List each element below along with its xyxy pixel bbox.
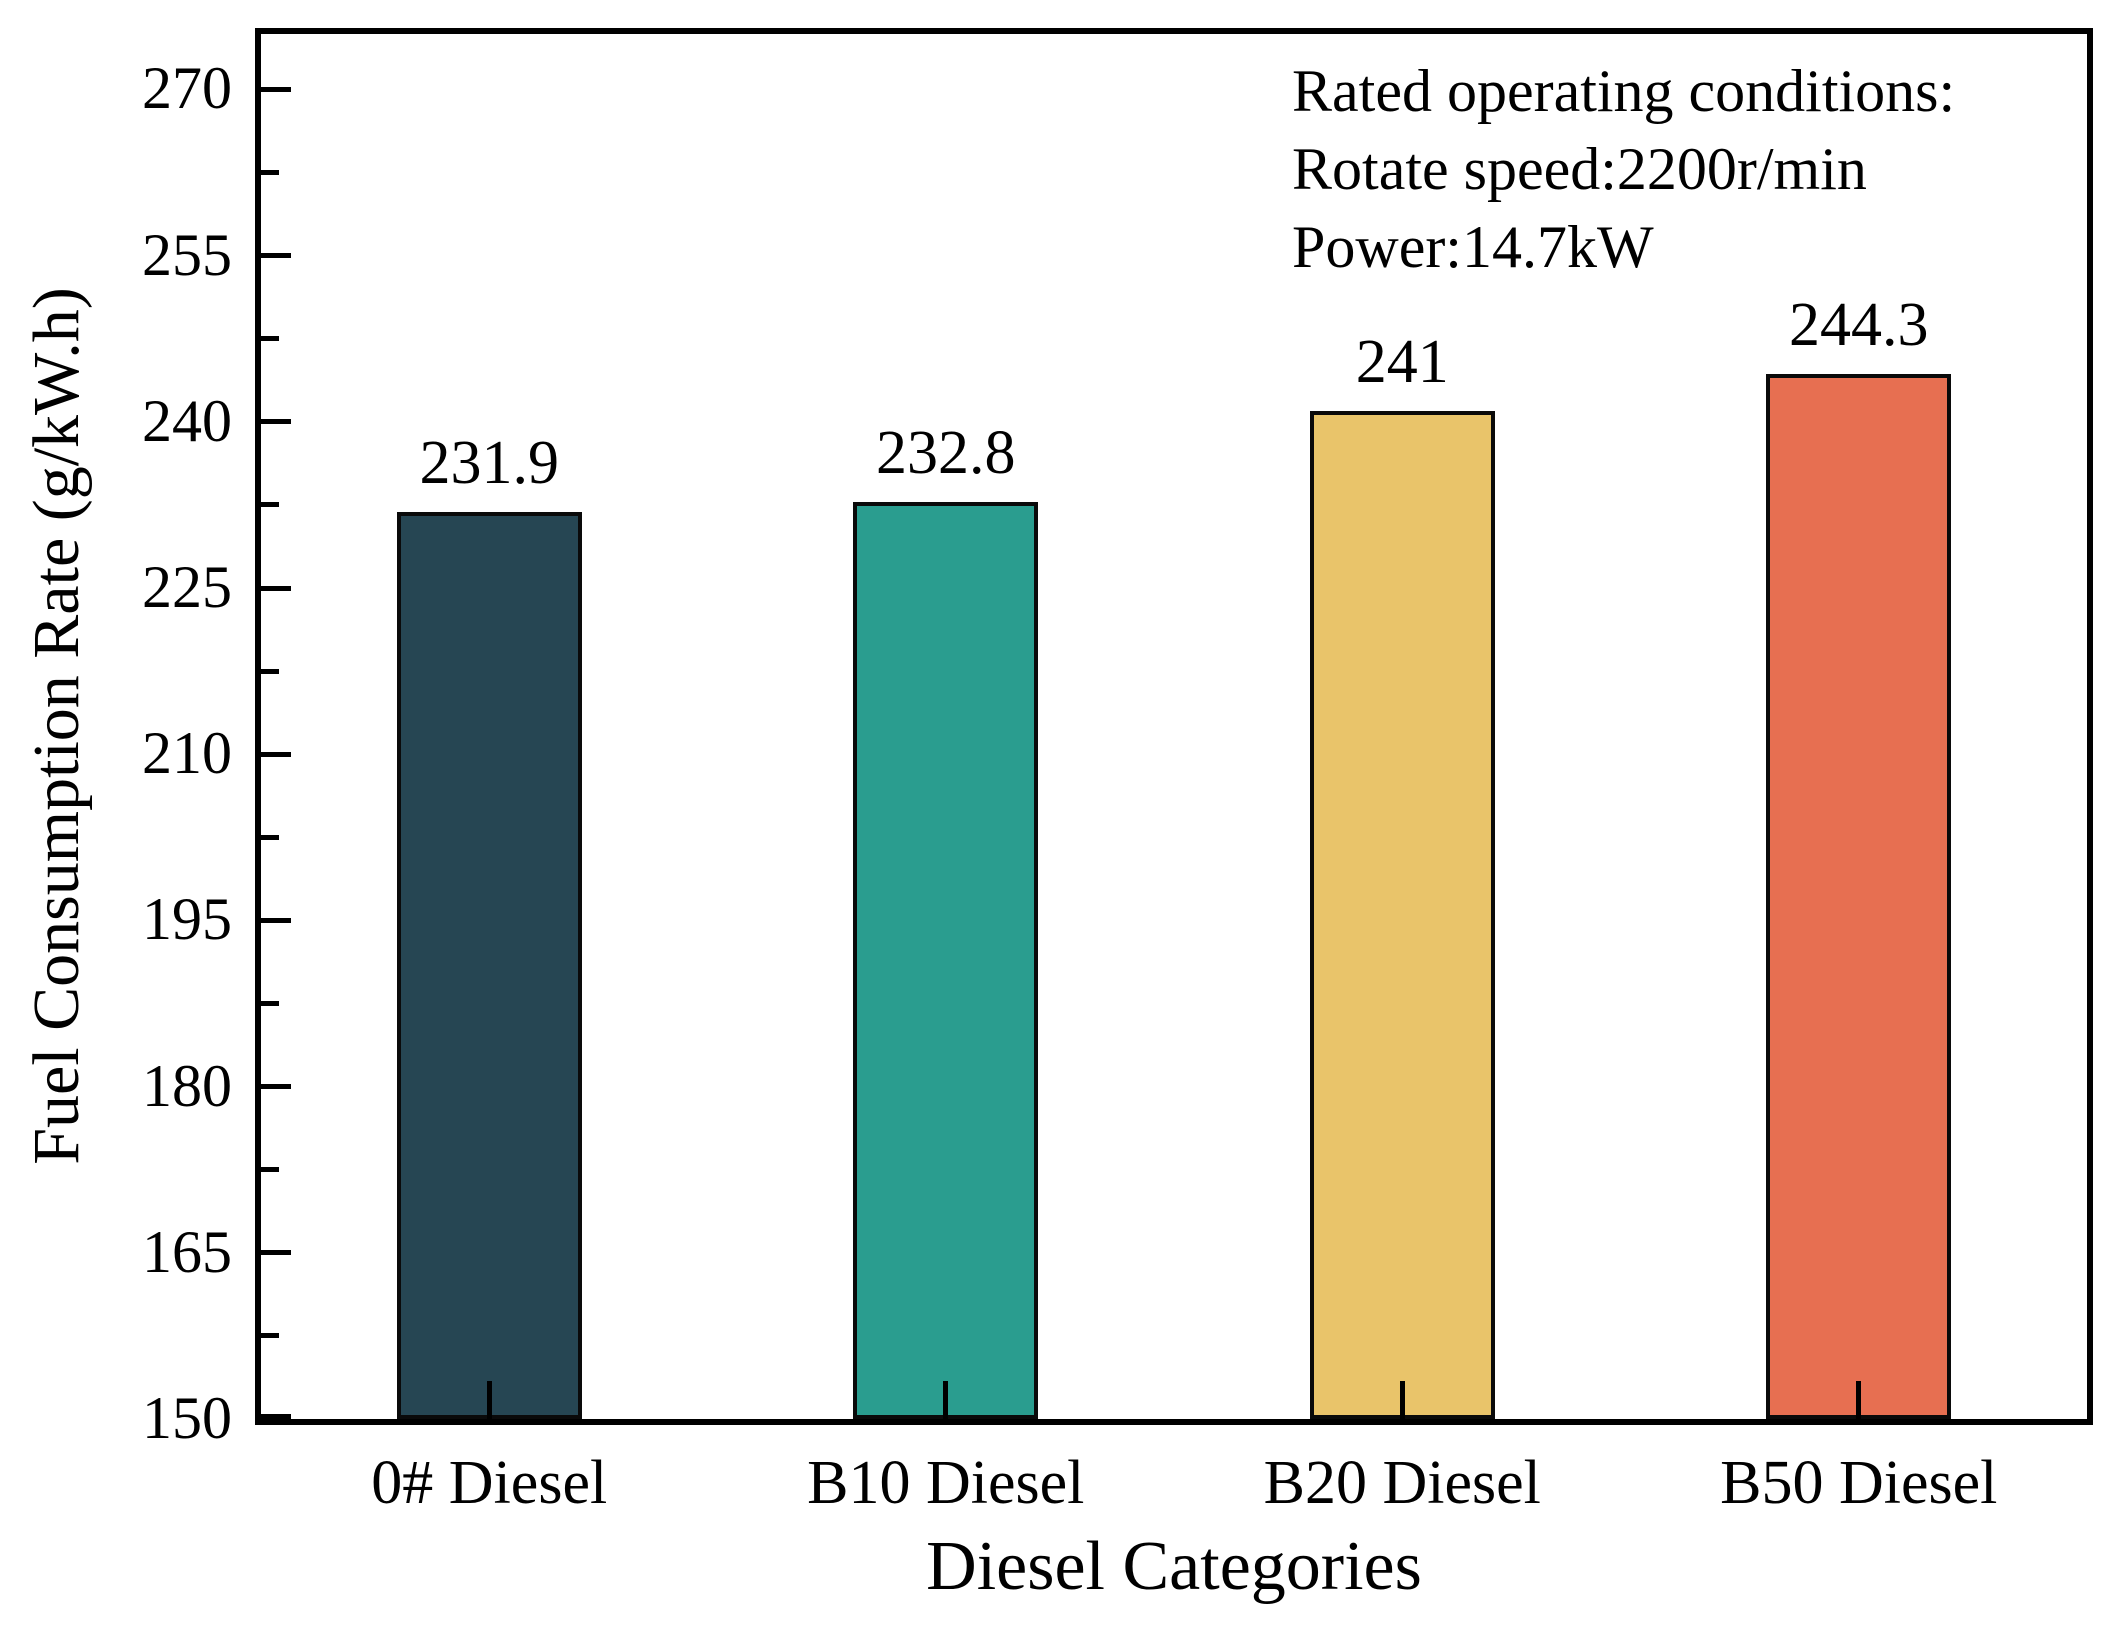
- bar-value-label: 232.8: [876, 418, 1016, 487]
- x-tick: [486, 1381, 492, 1419]
- annotation-line: Power:14.7kW: [1292, 214, 1654, 280]
- y-major-tick: [261, 419, 291, 425]
- bar-b10-diesel: [853, 501, 1039, 1419]
- y-major-tick: [261, 585, 291, 591]
- y-minor-tick: [261, 668, 279, 674]
- y-major-tick: [261, 1084, 291, 1090]
- y-major-tick: [261, 253, 291, 259]
- x-tick: [943, 1381, 949, 1419]
- bar-value-label: 244.3: [1789, 291, 1929, 360]
- y-tick-label: 240: [142, 387, 232, 454]
- y-tick-label: 270: [142, 55, 232, 122]
- plot-area: Rated operating conditions: Rotate speed…: [255, 28, 2093, 1425]
- y-minor-tick: [261, 1167, 279, 1173]
- x-tick: [1399, 1381, 1405, 1419]
- bar-value-label: 231.9: [419, 428, 560, 497]
- y-major-tick: [261, 86, 291, 92]
- annotation-line: Rotate speed:2200r/min: [1292, 136, 1867, 202]
- y-major-tick: [261, 1250, 291, 1256]
- y-minor-tick: [261, 170, 279, 175]
- y-minor-tick: [261, 1333, 279, 1339]
- x-category-label: 0# Diesel: [371, 1449, 608, 1517]
- y-major-tick: [261, 1414, 291, 1419]
- bar-b20-diesel: [1309, 410, 1495, 1419]
- annotation: Rated operating conditions: Rotate speed…: [1292, 52, 1955, 286]
- bar-value-label: 241: [1355, 327, 1449, 396]
- bar-b50-diesel: [1766, 374, 1952, 1419]
- annotation-line: Rated operating conditions:: [1292, 58, 1956, 124]
- y-tick-label: 210: [142, 719, 232, 786]
- x-axis-title: Diesel Categories: [926, 1528, 1422, 1605]
- y-tick-label: 225: [142, 553, 232, 620]
- x-category-label: B20 Diesel: [1263, 1449, 1541, 1517]
- y-minor-tick: [261, 502, 279, 508]
- y-major-tick: [261, 751, 291, 757]
- y-major-tick: [261, 917, 291, 923]
- x-category-label: B50 Diesel: [1720, 1449, 1998, 1517]
- y-tick-label: 195: [142, 886, 232, 953]
- y-minor-tick: [261, 336, 279, 342]
- y-tick-label: 165: [142, 1218, 232, 1285]
- bar-0-diesel: [396, 511, 582, 1419]
- x-tick: [1856, 1381, 1862, 1419]
- y-tick-label: 150: [142, 1384, 232, 1451]
- y-minor-tick: [261, 1001, 279, 1006]
- x-category-label: B10 Diesel: [807, 1449, 1085, 1517]
- y-minor-tick: [261, 834, 279, 840]
- y-tick-label: 180: [142, 1052, 232, 1119]
- y-tick-label: 255: [142, 221, 232, 288]
